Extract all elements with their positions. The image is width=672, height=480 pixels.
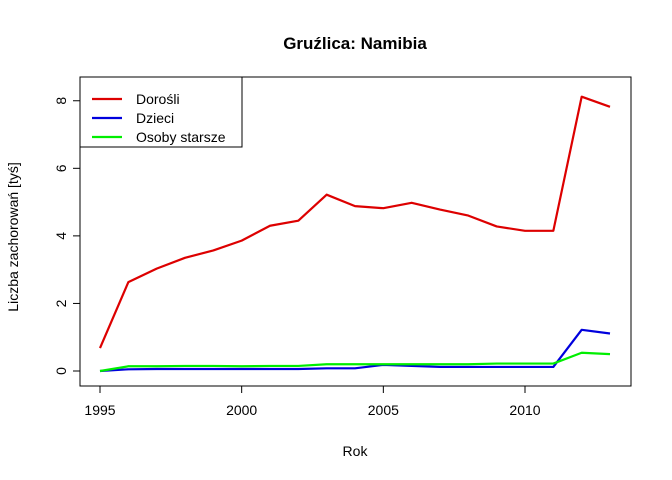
- legend-label: Dorośli: [136, 91, 180, 107]
- chart-title: Gruźlica: Namibia: [283, 34, 427, 53]
- y-tick-label: 8: [53, 97, 69, 105]
- legend-box: [79, 76, 243, 148]
- x-tick-label: 2010: [509, 402, 540, 418]
- legend-label: Dzieci: [136, 110, 174, 126]
- y-tick-label: 0: [53, 367, 69, 375]
- y-axis: 0 2 4 6 8: [53, 97, 81, 375]
- series-line-2: [99, 328, 611, 373]
- legend-label: Osoby starsze: [136, 129, 226, 145]
- x-tick-label: 1995: [84, 402, 115, 418]
- y-axis-label: Liczba zachorowań [tyś]: [5, 162, 21, 311]
- y-tick-label: 2: [53, 299, 69, 307]
- series-line-3: [99, 351, 611, 373]
- legend: Dorośli Dzieci Osoby starsze: [79, 76, 243, 148]
- y-tick-label: 6: [53, 164, 69, 172]
- x-tick-label: 2005: [368, 402, 399, 418]
- x-tick-label: 2000: [226, 402, 257, 418]
- series-layer: [98, 95, 611, 373]
- x-axis-label: Rok: [343, 443, 369, 459]
- y-tick-label: 4: [53, 232, 69, 240]
- series-line-1: [98, 95, 611, 349]
- x-axis: 1995 2000 2005 2010: [84, 385, 541, 418]
